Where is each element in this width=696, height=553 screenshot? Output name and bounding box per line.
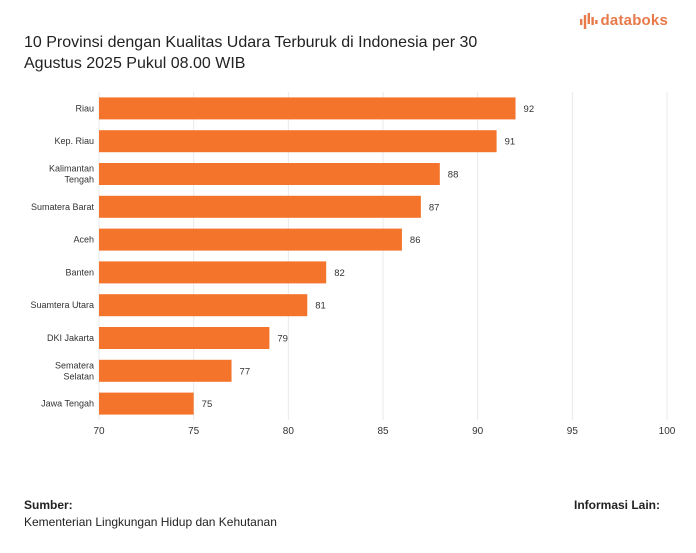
y-tick-label: DKI Jakarta — [47, 333, 94, 343]
bar — [99, 228, 402, 251]
brand-name: databoks — [600, 12, 668, 29]
data-label: 77 — [240, 366, 251, 377]
y-tick-label: Suamtera Utara — [30, 300, 94, 310]
bar-chart: 70 75 80 85 90 95 100 Riau 92 Kep. Riau 91 Kalimant… — [30, 92, 676, 437]
bar — [99, 163, 440, 185]
data-label: 82 — [334, 268, 345, 279]
info-label: Informasi Lain: — [573, 498, 660, 512]
bar — [99, 97, 516, 120]
data-label: 91 — [505, 137, 516, 148]
bar — [99, 130, 497, 153]
x-tick-label: 80 — [283, 426, 295, 437]
data-label: 92 — [524, 104, 535, 115]
y-tick-label: Aceh — [73, 235, 94, 245]
x-tick-label: 75 — [188, 426, 200, 437]
bar — [99, 392, 194, 415]
source-label: Sumber: — [24, 498, 73, 512]
databoks-logo: databoks — [579, 12, 668, 29]
bar — [99, 294, 308, 317]
x-tick-label: 100 — [659, 426, 676, 437]
y-tick-label: Kep. Riau — [54, 136, 94, 146]
data-label: 88 — [448, 170, 459, 181]
data-label: 87 — [429, 202, 440, 213]
bar — [99, 359, 232, 382]
databoks-logo-icon — [579, 12, 598, 29]
x-tick-label: 95 — [567, 426, 579, 437]
data-label: 79 — [277, 334, 288, 345]
data-label: 75 — [202, 399, 213, 410]
x-tick-label: 70 — [93, 426, 105, 437]
x-tick-label: 85 — [377, 426, 389, 437]
data-label: 81 — [315, 301, 326, 312]
bar — [99, 261, 327, 284]
y-tick-label: Jawa Tengah — [41, 399, 94, 409]
y-tick-label: Kalimantan Tengah — [49, 164, 94, 185]
bar — [99, 195, 421, 218]
y-tick-label: Riau — [75, 103, 94, 113]
y-tick-label: Sumatera Barat — [31, 202, 95, 212]
y-tick-label: Sematera Selatan — [55, 360, 94, 381]
y-tick-label: Banten — [65, 267, 94, 277]
data-label: 86 — [410, 235, 421, 246]
x-tick-label: 90 — [472, 426, 484, 437]
chart-title: 10 Provinsi dengan Kualitas Udara Terbur… — [24, 34, 478, 72]
source-text: Kementerian Lingkungan Hidup dan Kehutan… — [24, 515, 277, 529]
bar — [99, 327, 270, 349]
source-block: Sumber: Kementerian Lingkungan Hidup dan… — [24, 498, 277, 529]
